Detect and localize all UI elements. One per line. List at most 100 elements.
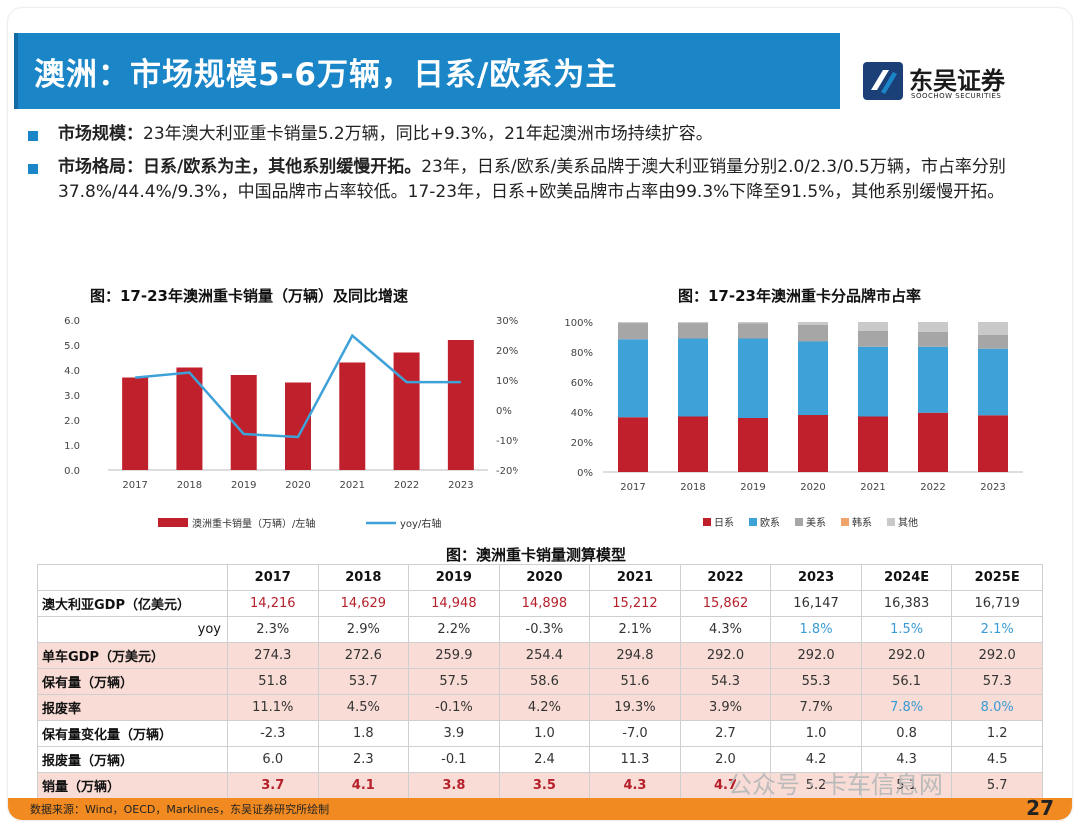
watermark: 公众号 · 卡车信息网 — [728, 771, 943, 799]
y-tick-label: 100% — [564, 318, 593, 329]
share-bar-segment — [678, 416, 708, 472]
row-label: 保有量（万辆） — [37, 668, 228, 695]
y-tick-label: 0% — [577, 468, 593, 479]
share-bar-segment — [798, 322, 828, 325]
page-title: 澳洲：市场规模5-6万辆，日系/欧系为主 — [34, 57, 618, 93]
y-tick-label: 80% — [571, 348, 593, 359]
table-cell: 56.1 — [860, 668, 953, 695]
table-cell: 5.2 — [770, 772, 862, 799]
x-tick-label: 2019 — [740, 482, 765, 493]
row-label: 单车GDP（万美元） — [37, 642, 228, 669]
legend-swatch — [887, 518, 895, 526]
brand-share-chart: 0% 20% 40% 60% 80% 100% 2017 2018 2019 2020 2021 20… — [564, 318, 1023, 529]
share-bar-segment — [798, 341, 828, 415]
table-cell: 14,216 — [227, 590, 319, 617]
table-cell: 4.5 — [951, 746, 1043, 773]
table-row: 销量（万辆） 3.7 4.1 3.8 3.5 4.3 4.7 5.2 5.1 5.7 — [37, 772, 1043, 799]
table-corner-cell — [37, 564, 228, 591]
table-header-cell: 2019 — [408, 564, 500, 591]
table-cell: 58.6 — [498, 668, 591, 695]
legend-swatch — [795, 518, 803, 526]
share-bar-segment — [618, 322, 648, 324]
legend-label: 欧系 — [760, 517, 780, 529]
share-bar-segment — [738, 323, 768, 339]
legend-swatch — [749, 518, 757, 526]
sales-yoy-chart: 0.0 1.0 2.0 3.0 4.0 5.0 6.0 -20% -10% 0% 10% 20% 30%… — [64, 316, 518, 530]
table-header-cell: 2020 — [498, 564, 591, 591]
title-bar: 澳洲：市场规模5-6万辆，日系/欧系为主 — [14, 33, 840, 109]
table-cell: 1.5% — [860, 616, 953, 643]
table-body: 澳大利亚GDP（亿美元） 14,216 14,629 14,948 14,898 15,2… — [37, 590, 1043, 799]
table-cell: 2.2% — [408, 616, 500, 643]
table-header-cell: 2021 — [589, 564, 681, 591]
table-cell: 292.0 — [860, 642, 953, 669]
row-label: 报废率 — [37, 694, 228, 721]
legend-swatch — [841, 518, 849, 526]
data-source: 数据来源：Wind，OECD，Marklines，东吴证券研究所绘制 — [30, 803, 330, 816]
x-tick-label: 2017 — [620, 482, 645, 493]
table-row: 单车GDP（万美元） 274.3 272.6 259.9 254.4 294.8 292.0… — [37, 642, 1043, 669]
share-bar-segment — [738, 418, 768, 472]
legend-label: 韩系 — [852, 516, 872, 529]
bullet-text: 23年澳大利亚重卡销量5.2万辆，同比+9.3%，21年起澳洲市场持续扩容。 — [143, 124, 713, 144]
table-cell: 2.7 — [679, 720, 772, 747]
share-bar-segment — [858, 346, 888, 417]
table-cell: 2.1% — [951, 616, 1043, 643]
left-tick-label: 0.0 — [64, 466, 80, 477]
table-cell: 15,212 — [589, 590, 681, 617]
yoy-line — [135, 333, 461, 439]
table-cell: 53.7 — [317, 668, 410, 695]
legend-label-yoy: yoy/右轴 — [400, 517, 441, 530]
right-tick-label: 10% — [496, 376, 518, 387]
slide: 澳洲：市场规模5-6万辆，日系/欧系为主 东吴证券 SOOCHOW SECURI… — [8, 8, 1072, 820]
table-cell: 7.8% — [860, 694, 953, 721]
table-cell: 51.8 — [227, 668, 319, 695]
table-cell: 3.5 — [498, 772, 591, 799]
share-bar-segment — [978, 334, 1008, 349]
row-label: yoy — [37, 616, 228, 643]
table-cell: 292.0 — [770, 642, 862, 669]
chart2-title: 图：17-23年澳洲重卡分品牌市占率 — [678, 287, 921, 305]
table-row: 报废率 11.1% 4.5% -0.1% 4.2% 19.3% 3.9% 7.7% 7.8% 8.… — [37, 694, 1043, 721]
table-cell: 3.9% — [679, 694, 772, 721]
table-cell: 5.1 — [860, 772, 953, 799]
table-cell: 254.4 — [498, 642, 591, 669]
table-cell: 54.3 — [679, 668, 772, 695]
x-tick-label: 2019 — [231, 480, 256, 491]
soochow-logo-icon — [863, 62, 903, 100]
table-row: 保有量（万辆） 51.8 53.7 57.5 58.6 51.6 54.3 55.3 56.1 5… — [37, 668, 1043, 695]
table-cell: -7.0 — [589, 720, 681, 747]
table-cell: 294.8 — [589, 642, 681, 669]
table-cell: 274.3 — [227, 642, 319, 669]
table-cell: 14,629 — [317, 590, 410, 617]
share-bar-segment — [678, 323, 708, 339]
table-cell: 1.2 — [951, 720, 1043, 747]
share-bar-segment — [858, 322, 888, 331]
table-cell: 2.4 — [498, 746, 591, 773]
bullet-market-size: 市场规模：23年澳大利亚重卡销量5.2万辆，同比+9.3%，21年起澳洲市场持续… — [22, 122, 1062, 147]
table-cell: 4.3% — [679, 616, 772, 643]
table-row: 澳大利亚GDP（亿美元） 14,216 14,629 14,948 14,898 15,2… — [37, 590, 1043, 617]
legend-swatch-sales — [158, 518, 188, 527]
share-bar-segment — [798, 325, 828, 342]
table-row: 报废量（万辆） 6.0 2.3 -0.1 2.4 11.3 2.0 4.2 4.3 4.5 — [37, 746, 1043, 773]
table-cell: 57.5 — [408, 668, 500, 695]
y-tick-label: 60% — [571, 378, 593, 389]
bullet-marker — [28, 164, 38, 174]
table-cell: 7.7% — [770, 694, 862, 721]
table-cell: 272.6 — [317, 642, 410, 669]
bullet-list: 市场规模：23年澳大利亚重卡销量5.2万辆，同比+9.3%，21年起澳洲市场持续… — [22, 122, 1062, 213]
table-header-cell: 2018 — [317, 564, 410, 591]
legend-label: 其他 — [898, 516, 918, 529]
table-cell: 4.5% — [317, 694, 410, 721]
footer-bar: 数据来源：Wind，OECD，Marklines，东吴证券研究所绘制 27 — [8, 796, 1072, 820]
share-bar-segment — [858, 416, 888, 472]
table-cell: 16,383 — [860, 590, 953, 617]
table-header-cell: 2025E — [951, 564, 1043, 591]
share-bar-segment — [618, 323, 648, 340]
share-bar-segment — [858, 331, 888, 347]
table-cell: 57.3 — [951, 668, 1043, 695]
share-bar-segment — [918, 346, 948, 413]
table-cell: 2.1% — [589, 616, 681, 643]
x-tick-label: 2018 — [177, 480, 202, 491]
